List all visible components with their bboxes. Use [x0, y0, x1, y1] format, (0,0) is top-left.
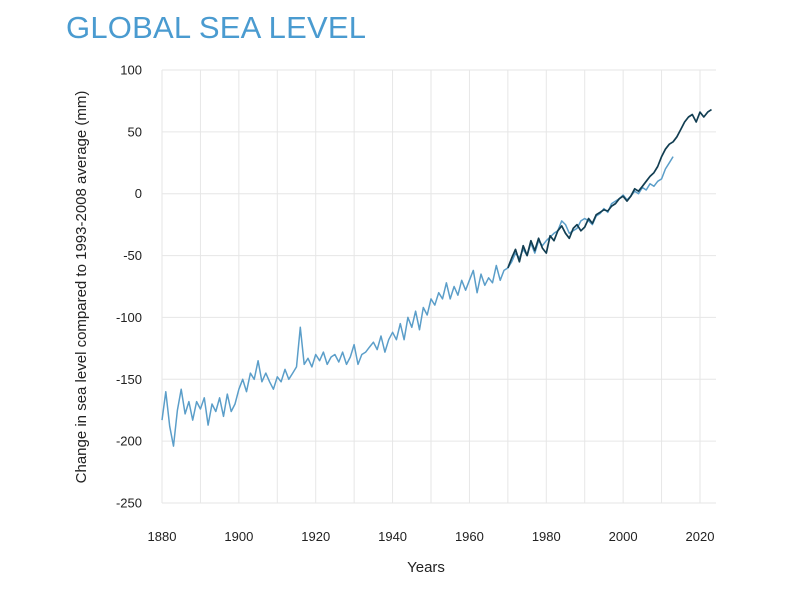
y-tick-label: -100: [116, 310, 142, 325]
x-tick-label: 1920: [301, 529, 330, 544]
y-tick-label: -50: [123, 248, 142, 263]
y-axis-title: Change in sea level compared to 1993-200…: [73, 91, 90, 484]
x-tick-label: 1880: [148, 529, 177, 544]
y-tick-label: -200: [116, 434, 142, 449]
x-tick-label: 1980: [532, 529, 561, 544]
x-axis-title: Years: [407, 559, 445, 576]
y-tick-label: -150: [116, 372, 142, 387]
x-tick-label: 2020: [686, 529, 715, 544]
y-tick-labels: 100 50 0 -50 -100 -150 -200 -250: [116, 63, 142, 511]
x-tick-labels: 1880 1900 1920 1940 1960 1980 2000 2020: [148, 529, 715, 544]
y-tick-label: 0: [135, 186, 142, 201]
y-tick-label: 50: [128, 124, 142, 139]
x-tick-label: 1940: [378, 529, 407, 544]
y-tick-label: -250: [116, 496, 142, 511]
chart-title: GLOBAL SEA LEVEL: [66, 10, 367, 45]
series-lines: [161, 108, 712, 447]
x-tick-label: 1960: [455, 529, 484, 544]
x-tick-label: 2000: [609, 529, 638, 544]
series-line-2: [507, 108, 712, 269]
x-tick-label: 1900: [224, 529, 253, 544]
y-tick-label: 100: [120, 63, 142, 78]
gridlines: [161, 69, 716, 504]
